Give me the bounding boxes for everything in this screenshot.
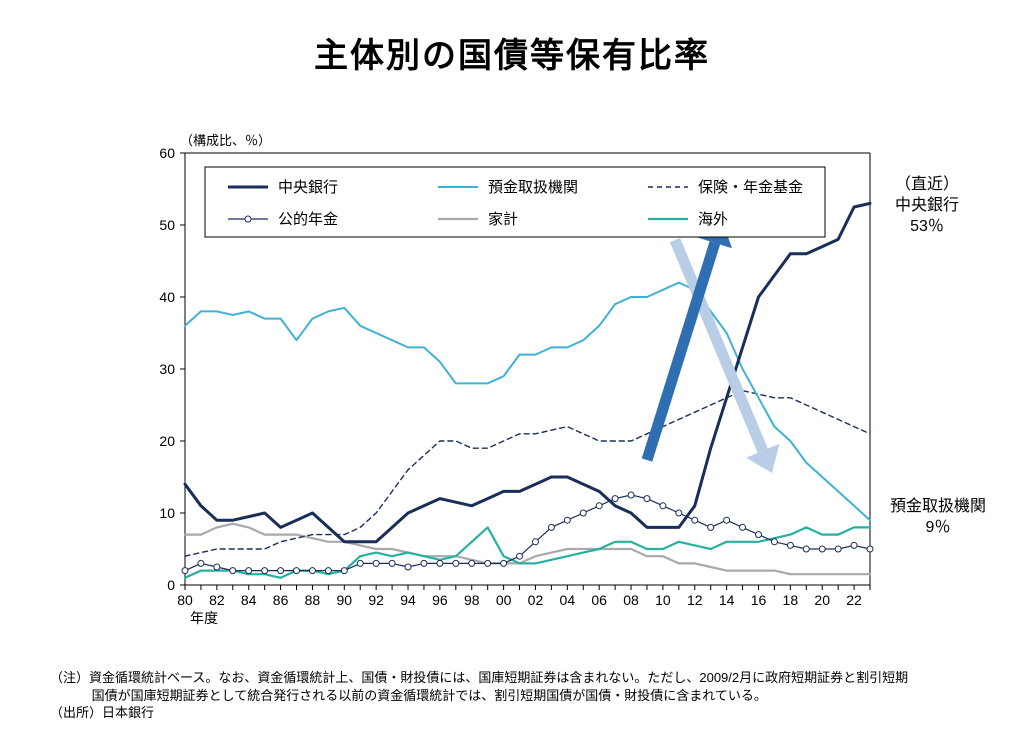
annotation-central-bank: （直近） 中央銀行 53％ [895, 175, 959, 237]
svg-text:18: 18 [783, 592, 799, 608]
svg-text:50: 50 [159, 217, 175, 233]
svg-text:10: 10 [655, 592, 671, 608]
svg-text:08: 08 [623, 592, 639, 608]
page-title: 主体別の国債等保有比率 [0, 28, 1024, 77]
svg-text:0: 0 [167, 577, 175, 593]
svg-text:22: 22 [846, 592, 862, 608]
svg-text:40: 40 [159, 289, 175, 305]
svg-text:00: 00 [496, 592, 512, 608]
svg-text:中央銀行: 中央銀行 [278, 179, 338, 196]
note-label: （注） [50, 670, 89, 685]
svg-text:60: 60 [159, 145, 175, 161]
note-text: 国債が国庫短期証券として統合発行される以前の資金循環統計では、割引短期国債が国債… [50, 687, 908, 705]
svg-text:20: 20 [814, 592, 830, 608]
svg-text:94: 94 [400, 592, 416, 608]
footnotes: （注）資金循環統計ベース。なお、資金循環統計上、国債・財投債には、国庫短期証券は… [50, 669, 908, 722]
svg-text:海外: 海外 [698, 211, 728, 228]
annotation-line: 預金取扱機関 [890, 497, 986, 518]
svg-text:02: 02 [528, 592, 544, 608]
note-text: 資金循環統計ベース。なお、資金循環統計上、国債・財投債には、国庫短期証券は含まれ… [89, 670, 908, 685]
annotation-line: 9％ [890, 518, 986, 539]
source-text: 日本銀行 [102, 705, 154, 720]
svg-text:年度: 年度 [190, 610, 218, 625]
svg-text:16: 16 [751, 592, 767, 608]
svg-text:10: 10 [159, 505, 175, 521]
svg-text:82: 82 [209, 592, 225, 608]
page-root: 主体別の国債等保有比率 （構成比、％） 01020304050608082848… [0, 0, 1024, 754]
svg-text:86: 86 [273, 592, 289, 608]
svg-text:98: 98 [464, 592, 480, 608]
svg-text:12: 12 [687, 592, 703, 608]
svg-text:預金取扱機関: 預金取扱機関 [488, 179, 578, 196]
svg-text:92: 92 [368, 592, 384, 608]
svg-text:家計: 家計 [488, 211, 518, 228]
svg-text:20: 20 [159, 433, 175, 449]
svg-text:84: 84 [241, 592, 257, 608]
svg-text:96: 96 [432, 592, 448, 608]
source-label: （出所） [50, 705, 102, 720]
line-chart: 0 10 20 30 40 50 60 80 82 84 86 88 90 92 94 96 98 00 02 04 0… [150, 145, 880, 625]
annotation-deposit: 預金取扱機関 9％ [890, 497, 986, 539]
svg-text:88: 88 [305, 592, 321, 608]
svg-text:80: 80 [177, 592, 193, 608]
svg-text:06: 06 [591, 592, 607, 608]
svg-text:30: 30 [159, 361, 175, 377]
annotation-line: 53％ [895, 217, 959, 238]
svg-text:14: 14 [719, 592, 735, 608]
svg-text:保険・年金基金: 保険・年金基金 [698, 179, 803, 196]
annotation-line: （直近） [895, 175, 959, 196]
svg-text:90: 90 [337, 592, 353, 608]
annotation-line: 中央銀行 [895, 196, 959, 217]
svg-text:04: 04 [560, 592, 576, 608]
svg-text:公的年金: 公的年金 [278, 211, 338, 228]
